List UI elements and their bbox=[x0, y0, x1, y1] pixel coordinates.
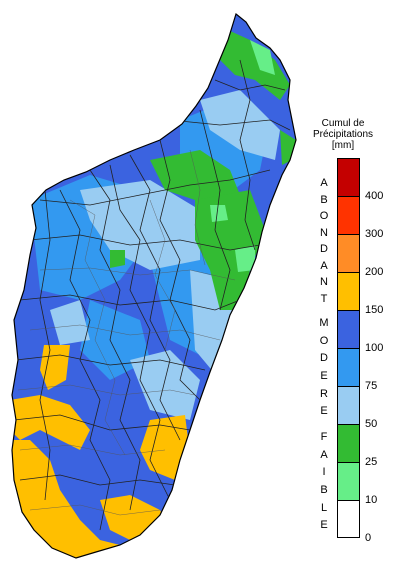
commune-boundaries bbox=[17, 149, 236, 516]
legend-tick-label: 75 bbox=[365, 380, 378, 392]
legend-category-letter: A bbox=[320, 259, 328, 272]
legend-category-letter: F bbox=[320, 431, 328, 443]
legend-tick-label: 100 bbox=[365, 342, 384, 354]
legend-tick-label: 200 bbox=[365, 266, 384, 278]
legend-category-letter: M bbox=[319, 317, 329, 329]
legend-swatch bbox=[337, 234, 360, 272]
legend-category-letter: N bbox=[320, 276, 328, 288]
legend-tick-label: 25 bbox=[365, 456, 378, 468]
coastline bbox=[11, 12, 297, 559]
legend-swatch bbox=[337, 348, 360, 386]
legend-tick-label: 150 bbox=[365, 304, 384, 316]
legend-category-letter: L bbox=[320, 501, 328, 514]
district-boundaries bbox=[13, 59, 291, 531]
legend-tick-label: 10 bbox=[365, 494, 378, 506]
legend-category-letter: E bbox=[320, 519, 328, 532]
legend-category-letter: I bbox=[322, 466, 326, 479]
legend-category-letter: N bbox=[320, 226, 328, 239]
legend-title-line1: Cumul de bbox=[321, 118, 365, 129]
legend-swatch bbox=[337, 386, 360, 424]
legend-category-letter: A bbox=[320, 177, 328, 189]
legend-tick-label: 0 bbox=[365, 532, 372, 544]
legend-category-letter: B bbox=[320, 484, 328, 496]
legend-category-letter: T bbox=[320, 292, 328, 305]
legend-category-letter: E bbox=[320, 405, 328, 418]
legend-swatch bbox=[337, 196, 360, 234]
legend-category-letter: B bbox=[320, 193, 328, 206]
legend-category-letter: R bbox=[320, 387, 328, 400]
legend-category-letter: A bbox=[320, 448, 328, 461]
legend-swatch bbox=[337, 272, 360, 310]
legend-title-line3: [mm] bbox=[331, 140, 355, 151]
legend-category-letter: D bbox=[320, 352, 328, 365]
legend-tick-label: 50 bbox=[365, 418, 378, 430]
legend-swatch bbox=[337, 424, 360, 462]
legend-category-letter: E bbox=[320, 370, 328, 382]
legend-tick-label: 300 bbox=[365, 228, 384, 240]
legend-swatch bbox=[337, 158, 360, 196]
legend-title-line2: Précipitations bbox=[312, 129, 374, 140]
legend-category-letter: D bbox=[320, 243, 328, 255]
legend-swatch bbox=[337, 462, 360, 500]
legend-swatch bbox=[337, 500, 360, 538]
legend-swatch bbox=[337, 310, 360, 348]
legend-tick-label: 400 bbox=[365, 190, 384, 202]
legend-category-letter: O bbox=[319, 334, 329, 347]
legend-category-letter: O bbox=[319, 210, 329, 222]
